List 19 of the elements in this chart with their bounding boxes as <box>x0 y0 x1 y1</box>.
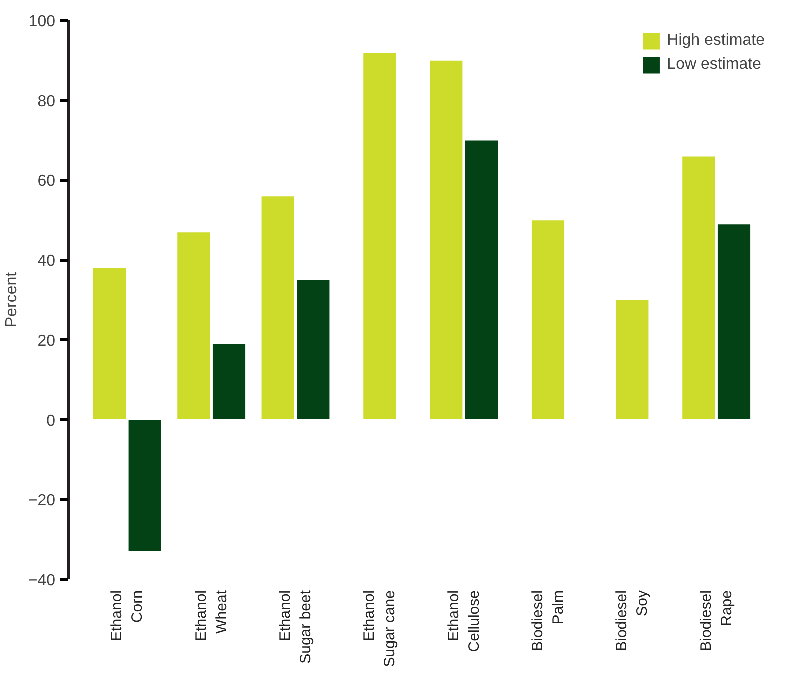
x-tick-label: Ethanol Corn <box>108 590 146 642</box>
y-axis-title: Percent <box>3 272 20 328</box>
x-tick-label: Ethanol Sugar beet <box>277 590 314 664</box>
x-tick-label: Ethanol Wheat <box>192 590 230 642</box>
legend-label: Low estimate <box>667 56 762 74</box>
x-tick-label: Ethanol Sugar cane <box>361 590 399 668</box>
y-tick-label: 60 <box>38 173 56 190</box>
y-tick-label: −40 <box>28 572 56 590</box>
x-tick-label: Biodiesel Palm <box>530 590 567 652</box>
y-tick-label: −20 <box>28 492 56 510</box>
x-tick-label: Biodiesel Soy <box>614 590 652 652</box>
x-tick-label: Ethanol Cellulose <box>445 590 483 652</box>
legend-label: High estimate <box>667 32 765 50</box>
x-tick-label: Biodiesel Rape <box>698 590 736 652</box>
y-tick-label: 80 <box>38 93 56 110</box>
y-tick-label: 100 <box>28 14 56 30</box>
y-tick-label: 20 <box>38 332 56 350</box>
y-tick-label: 40 <box>38 253 56 270</box>
y-tick-label: 0 <box>46 412 56 430</box>
